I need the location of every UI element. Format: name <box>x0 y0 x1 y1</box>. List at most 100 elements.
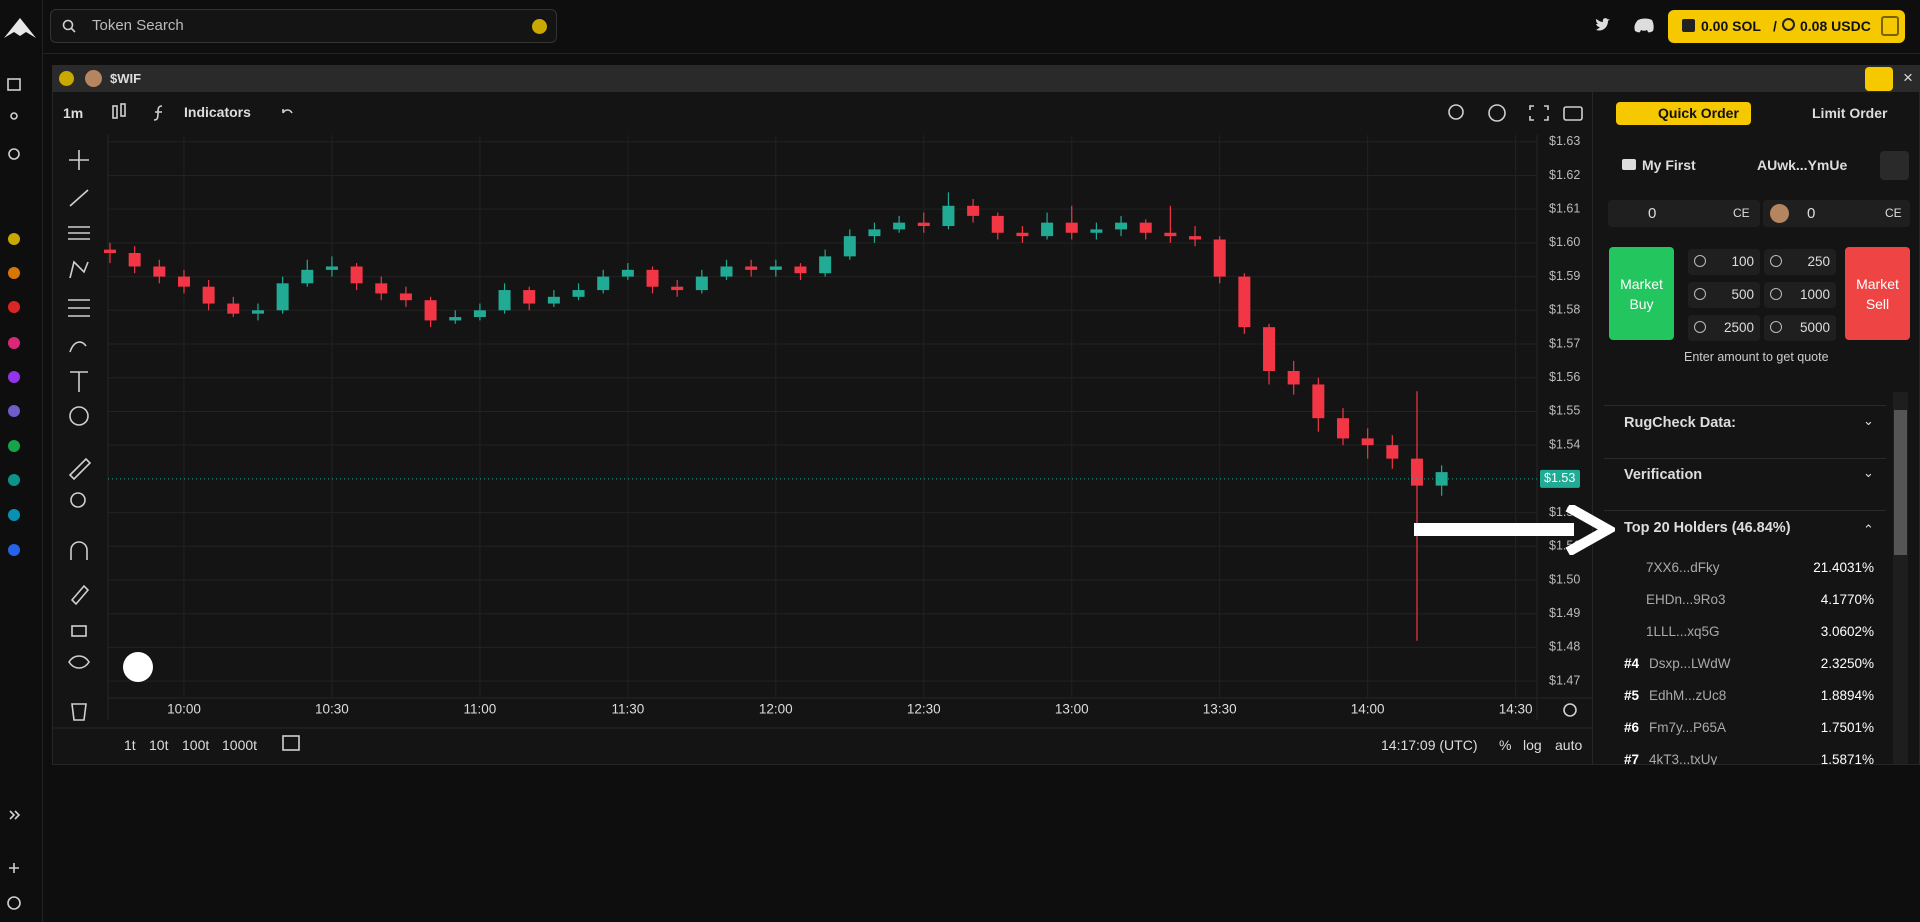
chevron[interactable]: ⌃ <box>1863 522 1874 537</box>
sol-input[interactable] <box>1608 200 1760 227</box>
section-divider <box>1604 458 1886 459</box>
holder-address[interactable]: 1LLL...xq5G <box>1646 624 1720 639</box>
chevron[interactable]: ⌄ <box>1863 465 1874 480</box>
settings-button[interactable] <box>1880 151 1909 180</box>
candle-body <box>449 317 462 321</box>
search-box[interactable] <box>50 9 557 43</box>
log-toggle[interactable]: log <box>1523 737 1542 753</box>
tool-lock[interactable] <box>71 625 87 637</box>
x-tick-label: 13:30 <box>1203 702 1237 717</box>
chevron[interactable]: ⌄ <box>1863 413 1874 428</box>
amount-button[interactable]: 2500 <box>1688 315 1760 341</box>
candle-body <box>498 290 511 311</box>
date-range-icon[interactable] <box>282 735 300 751</box>
auto-toggle[interactable]: auto <box>1555 737 1583 753</box>
tool-lock-draw[interactable] <box>70 584 90 606</box>
color-dot[interactable] <box>8 337 20 349</box>
tick-size[interactable]: 1000t <box>222 737 258 753</box>
expand-icon[interactable] <box>9 810 21 820</box>
quote-hint: Enter amount to get quote <box>1684 350 1829 364</box>
tool-zoom[interactable] <box>70 492 86 508</box>
tool-pattern[interactable] <box>69 260 89 279</box>
tool-ruler[interactable] <box>68 457 92 481</box>
indicators-button[interactable]: Indicators <box>184 104 251 120</box>
holder-address[interactable]: Dsxp...LWdW <box>1649 656 1731 671</box>
amount-button[interactable]: 5000 <box>1764 315 1836 341</box>
nav-icon[interactable] <box>10 112 18 120</box>
tool-channel[interactable] <box>68 226 90 240</box>
color-dot[interactable] <box>8 544 20 556</box>
rugcheck-header[interactable]: RugCheck Data: <box>1624 415 1736 431</box>
tool-visibility[interactable] <box>68 655 90 669</box>
color-dot[interactable] <box>8 440 20 452</box>
holder-address[interactable]: EdhM...zUc8 <box>1649 688 1727 703</box>
tool-magnet[interactable] <box>70 541 88 560</box>
tick-size[interactable]: 10t <box>149 737 169 753</box>
fx-icon[interactable] <box>153 105 163 121</box>
percent-toggle[interactable]: % <box>1499 737 1512 753</box>
layout-button[interactable] <box>1865 67 1893 91</box>
logo[interactable] <box>4 18 36 38</box>
tool-brush[interactable] <box>69 341 87 353</box>
nav-icon[interactable] <box>7 78 21 91</box>
holder-address[interactable]: EHDn...9Ro3 <box>1646 592 1726 607</box>
tool-crosshair[interactable] <box>69 150 89 170</box>
discord-icon[interactable] <box>1634 18 1654 33</box>
color-dot[interactable] <box>8 233 20 245</box>
holder-share: 4.1770% <box>1820 592 1874 607</box>
color-dot[interactable] <box>8 474 20 486</box>
twitter-icon[interactable] <box>1596 18 1610 31</box>
tab-title[interactable]: $WIF <box>110 71 142 86</box>
x-tick-label: 14:30 <box>1499 702 1533 717</box>
color-dot[interactable] <box>8 371 20 383</box>
quick-order-tab[interactable] <box>1616 102 1751 125</box>
wallet-icon <box>1622 159 1636 170</box>
tradingview-badge[interactable] <box>123 652 153 682</box>
amount-button[interactable]: 500 <box>1688 282 1760 308</box>
fullscreen-icon[interactable] <box>1529 105 1549 121</box>
candle-type-icon[interactable] <box>112 105 118 119</box>
top-holders-header[interactable]: Top 20 Holders (46.84%) <box>1624 520 1791 536</box>
nav-icon[interactable] <box>8 148 20 160</box>
tool-fib[interactable] <box>68 299 90 317</box>
settings-icon[interactable] <box>1488 104 1506 122</box>
wallet-address[interactable]: AUwk...YmUe <box>1757 157 1848 173</box>
wallet-name[interactable]: My First <box>1642 157 1696 173</box>
chart-actions <box>1448 104 1583 122</box>
amount-button[interactable]: 250 <box>1764 249 1836 275</box>
market-sell[interactable]: Market Sell <box>1845 247 1910 340</box>
tool-delete[interactable] <box>71 703 87 721</box>
color-dot[interactable] <box>8 267 20 279</box>
tool-emoji[interactable] <box>69 406 89 426</box>
tick-size[interactable]: 100t <box>182 737 210 753</box>
holder-row: #7 4kT3...txUy 1.5871% <box>1622 745 1874 765</box>
help-icon[interactable] <box>7 896 21 910</box>
candle-body <box>1016 232 1029 237</box>
close-button[interactable]: × <box>1903 68 1913 87</box>
time-settings[interactable] <box>1563 703 1577 717</box>
color-dot[interactable] <box>8 301 20 313</box>
verification-header[interactable]: Verification <box>1624 467 1703 483</box>
coin-icon <box>1770 255 1782 267</box>
holder-address[interactable]: Fm7y...P65A <box>1649 720 1727 735</box>
screenshot-icon[interactable] <box>1563 106 1583 121</box>
search-chart-icon[interactable] <box>1448 104 1464 120</box>
tool-line[interactable] <box>69 189 89 207</box>
holder-address[interactable]: 7XX6...dFky <box>1646 560 1720 575</box>
amount-button[interactable]: 100 <box>1688 249 1760 275</box>
holder-row: #4 Dsxp...LWdW 2.3250% <box>1622 649 1874 679</box>
scrollbar-thumb[interactable] <box>1894 410 1907 555</box>
add-icon[interactable] <box>9 863 19 873</box>
market-buy[interactable]: Market Buy <box>1609 247 1674 340</box>
token-avatar <box>1770 204 1789 223</box>
undo-icon[interactable] <box>282 109 293 114</box>
amount-button[interactable]: 1000 <box>1764 282 1836 308</box>
holder-address[interactable]: 4kT3...txUy <box>1649 752 1718 765</box>
color-dot[interactable] <box>8 405 20 417</box>
color-dot[interactable] <box>8 509 20 521</box>
tick-size[interactable]: 1t <box>124 737 136 753</box>
tool-text[interactable] <box>70 371 88 392</box>
interval[interactable]: 1m <box>63 105 84 121</box>
limit-order-tab[interactable]: Limit Order <box>1812 105 1888 121</box>
